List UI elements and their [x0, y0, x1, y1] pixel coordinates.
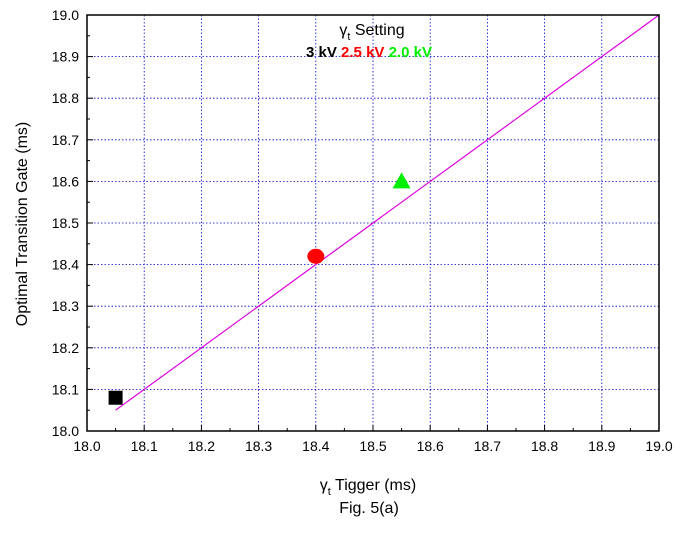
legend-title: γt Setting	[339, 22, 404, 43]
axis-ticks: 18.0 18.1 18.2 18.3 18.4 18.5 18.6 18.7 18.8 18.9…	[52, 7, 673, 454]
reference-line-layer	[115, 14, 660, 411]
y-tick-label: 18.3	[52, 298, 79, 314]
x-tick-label: 18.6	[417, 438, 444, 454]
legend-title-subscript: t	[347, 31, 350, 43]
y-tick-label: 18.1	[52, 381, 79, 397]
x-tick-label: 18.7	[474, 438, 501, 454]
x-tick-label: 18.5	[359, 438, 386, 454]
y-tick-label: 18.5	[52, 215, 79, 231]
x-tick-label: 18.3	[245, 438, 272, 454]
y-tick-label: 18.9	[52, 49, 79, 65]
legend-entry-2-5kv: 2.5 kV	[341, 44, 384, 61]
y-tick-label: 18.4	[52, 257, 79, 273]
x-tick-label: 18.1	[131, 438, 158, 454]
legend: γt Setting 3 kV 2.5 kV 2.0 kV	[306, 22, 432, 61]
x-tick-label: 19.0	[645, 438, 672, 454]
data-point-square	[108, 390, 123, 405]
grid-lines	[87, 15, 659, 431]
legend-title-symbol: γ	[339, 22, 347, 39]
y-tick-label: 18.0	[52, 423, 79, 439]
x-tick-label: 18.2	[188, 438, 215, 454]
plot-frame	[86, 14, 660, 432]
x-axis-label-subscript: t	[328, 486, 331, 498]
x-axis-label-text: Tigger (ms)	[331, 477, 416, 494]
x-tick-label: 18.9	[588, 438, 615, 454]
y-tick-label: 18.8	[52, 90, 79, 106]
y-tick-label: 18.6	[52, 173, 79, 189]
data-markers	[108, 172, 411, 405]
legend-entries: 3 kV 2.5 kV 2.0 kV	[306, 44, 432, 61]
legend-entry-3kv: 3 kV	[306, 44, 337, 61]
legend-title-text: Setting	[350, 22, 404, 39]
y-tick-label: 18.2	[52, 340, 79, 356]
x-axis-label-symbol: γ	[320, 477, 328, 494]
x-tick-label: 18.4	[302, 438, 329, 454]
figure-caption: Fig. 5(a)	[339, 500, 399, 517]
data-point-triangle	[392, 172, 411, 189]
y-axis-label: Optimal Transition Gate (ms)	[14, 122, 31, 327]
data-point-circle	[307, 248, 325, 264]
x-tick-label: 18.8	[531, 438, 558, 454]
y-tick-label: 18.7	[52, 132, 79, 148]
x-tick-label: 18.0	[73, 438, 100, 454]
y-tick-label: 19.0	[52, 7, 79, 23]
x-axis-label: γt Tigger (ms)	[320, 477, 416, 498]
reference-line	[115, 14, 660, 411]
legend-entry-2-0kv: 2.0 kV	[389, 44, 432, 61]
